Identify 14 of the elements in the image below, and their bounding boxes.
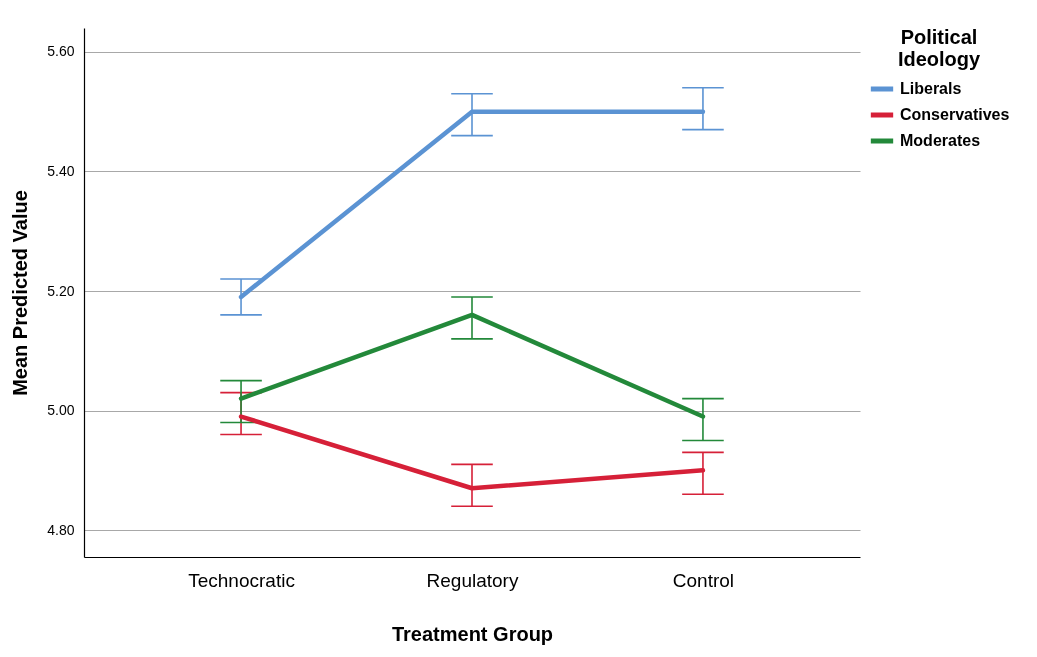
y-tick-label: 5.60 xyxy=(47,43,75,60)
y-tick-label: 5.00 xyxy=(47,402,75,419)
x-tick-label: Technocratic xyxy=(188,569,295,591)
legend-title: Political Ideology xyxy=(897,26,981,70)
x-tick-label: Control xyxy=(672,569,735,591)
legend-label: Moderates xyxy=(900,132,981,149)
x-tick-label: Regulatory xyxy=(426,569,519,591)
x-axis-title: Treatment Group xyxy=(391,622,554,645)
legend-label: Conservatives xyxy=(900,106,1010,123)
y-tick-label: 5.20 xyxy=(47,282,75,299)
legend-label: Liberals xyxy=(900,80,962,97)
y-tick-label: 5.40 xyxy=(47,162,75,179)
y-axis-title: Mean Predicted Value xyxy=(9,190,32,396)
y-tick-label: 4.80 xyxy=(47,521,75,538)
